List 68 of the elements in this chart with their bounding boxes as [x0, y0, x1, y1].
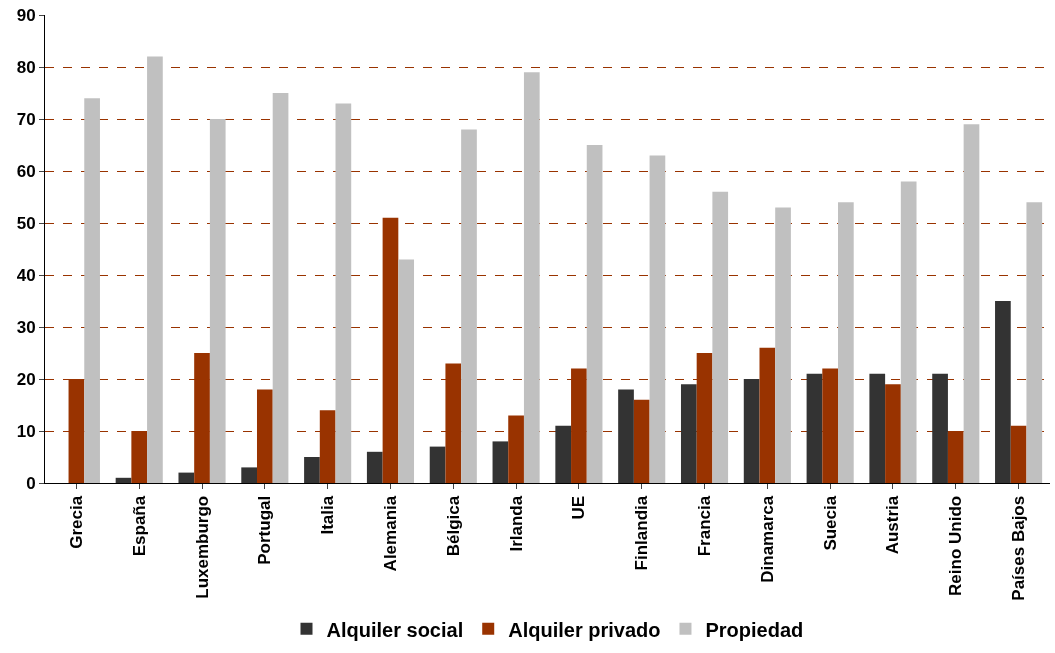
- bar: [241, 467, 257, 483]
- x-tick-label: Portugal: [255, 495, 275, 565]
- bar: [209, 119, 226, 483]
- legend-label: Alquiler social: [326, 618, 464, 641]
- bar: [429, 446, 446, 483]
- y-tick-label: 30: [16, 317, 36, 337]
- bar: [712, 191, 729, 483]
- bar: [555, 425, 572, 483]
- bar: [461, 129, 477, 483]
- bar: [680, 384, 697, 483]
- bar: [272, 93, 289, 483]
- x-tick-label: España: [129, 495, 149, 557]
- x-tick-label: Grecia: [66, 495, 86, 549]
- y-tick-label: 60: [16, 161, 36, 181]
- bar: [304, 457, 320, 483]
- legend-label: Alquiler privado: [508, 618, 661, 641]
- bar: [523, 72, 540, 483]
- x-tick-label: Países Bajos: [1009, 495, 1029, 601]
- bar: [398, 259, 415, 483]
- bar: [900, 181, 917, 483]
- x-tick-label: Italia: [318, 495, 338, 535]
- x-tick-label: Francia: [695, 495, 715, 557]
- x-tick-label: Reino Unido: [946, 495, 966, 596]
- bar: [822, 368, 839, 483]
- x-tick-label: Luxemburgo: [192, 495, 212, 599]
- bar: [147, 56, 163, 483]
- bar: [838, 202, 854, 483]
- y-tick-label: 50: [16, 213, 36, 233]
- bar: [743, 379, 760, 483]
- y-tick-label: 0: [26, 473, 36, 493]
- x-tick-label: Bélgica: [443, 495, 463, 557]
- x-tick-label: Irlanda: [506, 495, 526, 552]
- bar: [366, 451, 383, 483]
- x-tick-label: Finlandia: [632, 495, 652, 571]
- x-tick-label: UE: [569, 495, 589, 520]
- bar: [508, 415, 524, 483]
- y-tick-label: 10: [16, 421, 36, 441]
- bar: [869, 373, 886, 483]
- y-tick-label: 20: [16, 369, 36, 389]
- bar: [1026, 202, 1043, 483]
- y-tick-label: 90: [16, 5, 36, 25]
- bar: [586, 145, 603, 483]
- bar: [932, 373, 948, 483]
- legend-label: Propiedad: [705, 618, 804, 641]
- bar: [84, 98, 100, 483]
- bar: [963, 124, 980, 483]
- bar: [806, 373, 823, 483]
- x-tick-label: Dinamarca: [757, 495, 777, 583]
- bar: [995, 301, 1011, 483]
- bar: [649, 155, 666, 483]
- y-tick-label: 40: [16, 265, 36, 285]
- bar: [335, 103, 352, 483]
- bar: [178, 472, 195, 483]
- bar: [885, 384, 901, 483]
- bar: [382, 217, 399, 483]
- bar: [775, 207, 791, 483]
- bar: [633, 399, 650, 483]
- bar: [256, 389, 273, 483]
- y-tick-label: 70: [16, 109, 36, 129]
- y-tick-label: 80: [16, 57, 36, 77]
- x-tick-label: Suecia: [820, 495, 840, 551]
- bar: [759, 347, 776, 483]
- x-tick-label: Alemania: [380, 495, 400, 572]
- x-tick-label: Austria: [883, 495, 903, 555]
- bar: [115, 477, 132, 483]
- bar: [1010, 425, 1027, 483]
- bar: [492, 441, 509, 483]
- bar: [618, 389, 634, 483]
